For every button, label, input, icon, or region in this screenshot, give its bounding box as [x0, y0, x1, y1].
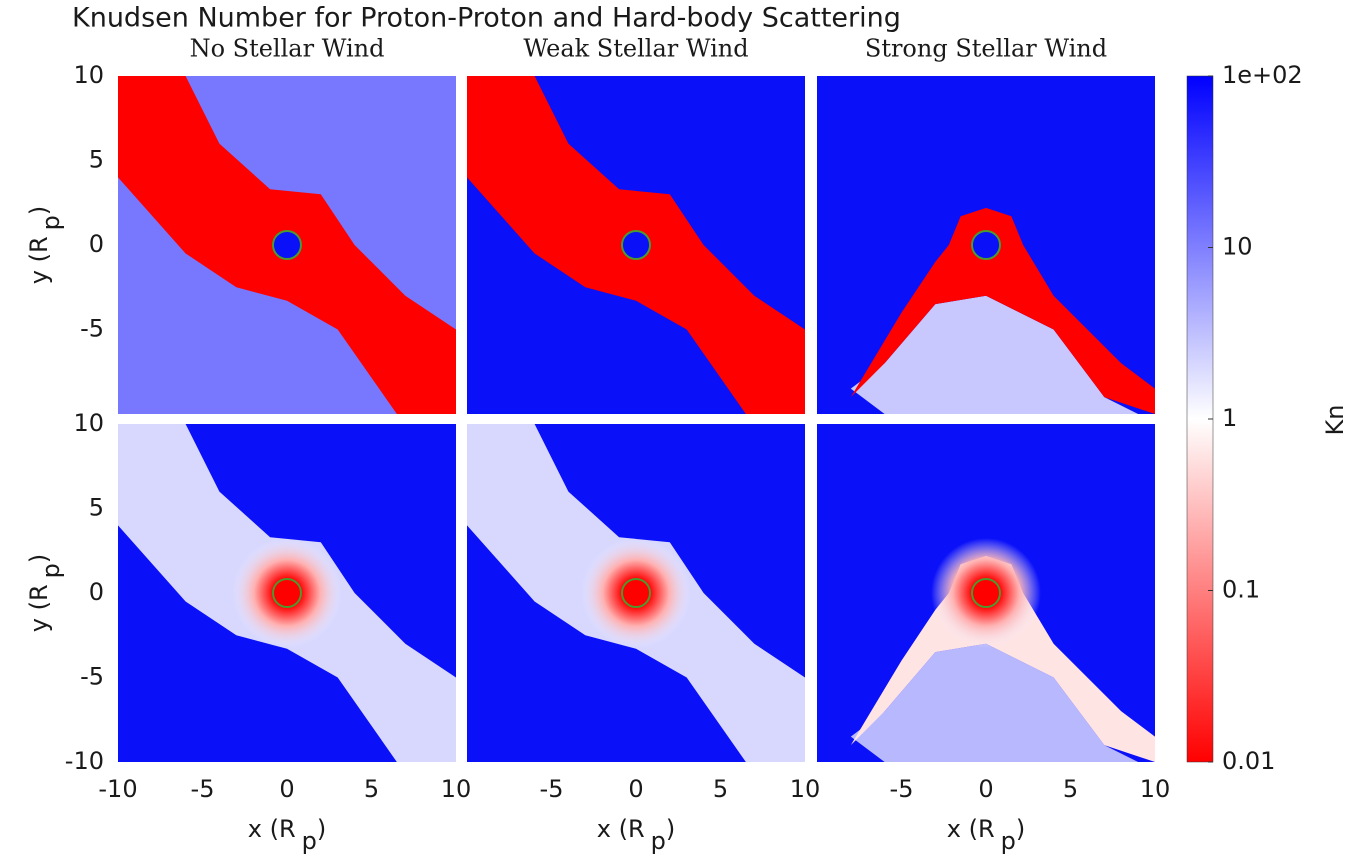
x-tick-label: 0 — [978, 775, 993, 803]
y-tick-label: 5 — [89, 146, 104, 174]
y-axis-label: y (R p) — [25, 206, 65, 284]
panel-title: Weak Stellar Wind — [523, 35, 748, 63]
planet — [272, 578, 302, 608]
x-tick-label: 10 — [1140, 775, 1171, 803]
x-tick-label: -10 — [98, 775, 137, 803]
colorbar-tick-label: 10 — [1222, 233, 1253, 261]
planet — [971, 578, 1001, 608]
x-axis-label-part: p — [651, 827, 666, 855]
x-tick-label: 10 — [441, 775, 472, 803]
heatmap-panel — [817, 76, 1155, 414]
colorbar-label: Kn — [1321, 405, 1349, 436]
chart-title: Knudsen Number for Proton-Proton and Har… — [72, 3, 901, 34]
y-axis-label: y (R p) — [25, 554, 65, 632]
x-axis-label: x (R p) — [248, 815, 326, 855]
heatmap-panel — [118, 76, 456, 414]
y-label-group: y (R p) — [25, 206, 65, 284]
x-axis-label-part: ) — [1016, 815, 1025, 843]
y-tick-label: 0 — [89, 230, 104, 258]
y-axis-label-part: y (R — [25, 584, 53, 632]
x-tick-label: 5 — [1063, 775, 1078, 803]
planet — [621, 578, 651, 608]
x-tick-label: 0 — [628, 775, 643, 803]
colorbar-tick-label: 0.01 — [1222, 747, 1275, 775]
panel-title: Strong Stellar Wind — [865, 35, 1107, 63]
x-tick-label: -5 — [890, 775, 914, 803]
heatmap-panel — [467, 424, 805, 762]
y-tick-label: -10 — [65, 747, 104, 775]
x-tick-label: 5 — [364, 775, 379, 803]
x-axis-label-part: ) — [666, 815, 675, 843]
colorbar-tick-label: 1 — [1222, 404, 1237, 432]
y-axis-label-part: p — [37, 215, 65, 230]
heatmap-panel — [118, 424, 456, 762]
planet — [272, 230, 302, 260]
x-axis-label-part: ) — [317, 815, 326, 843]
x-tick-label: 0 — [279, 775, 294, 803]
x-tick-label: 5 — [713, 775, 728, 803]
plasma-cap — [850, 207, 1155, 414]
plasma-wake — [850, 643, 1139, 762]
panel-title: No Stellar Wind — [190, 35, 385, 63]
x-axis-label-part: x (R — [597, 815, 645, 843]
y-tick-label: -5 — [80, 315, 104, 343]
x-axis-label-part: p — [302, 827, 317, 855]
y-axis-label-part: p — [37, 563, 65, 578]
y-tick-label: -5 — [80, 663, 104, 691]
x-tick-label: 10 — [790, 775, 821, 803]
colorbar-tick-label: 1e+02 — [1222, 61, 1303, 89]
planet — [621, 230, 651, 260]
y-tick-label: 10 — [73, 61, 104, 89]
y-tick-label: 10 — [73, 409, 104, 437]
y-axis-label-part: ) — [25, 554, 53, 563]
heatmap-panel — [467, 76, 805, 414]
y-axis-label-part: ) — [25, 206, 53, 215]
plasma-cap — [850, 555, 1155, 762]
x-axis-label-part: x (R — [947, 815, 995, 843]
x-axis-label-part: x (R — [248, 815, 296, 843]
x-tick-label: -5 — [540, 775, 564, 803]
planet — [971, 230, 1001, 260]
y-axis-label-part: y (R — [25, 236, 53, 284]
y-label-group: y (R p) — [25, 554, 65, 632]
x-axis-label-part: p — [1001, 827, 1016, 855]
plasma-wake — [850, 295, 1139, 414]
x-axis-label: x (R p) — [947, 815, 1025, 855]
heatmap-panel — [817, 424, 1155, 762]
x-tick-label: -5 — [191, 775, 215, 803]
colorbar-tick-label: 0.1 — [1222, 576, 1260, 604]
y-tick-label: 0 — [89, 578, 104, 606]
y-tick-label: 5 — [89, 494, 104, 522]
x-axis-label: x (R p) — [597, 815, 675, 855]
